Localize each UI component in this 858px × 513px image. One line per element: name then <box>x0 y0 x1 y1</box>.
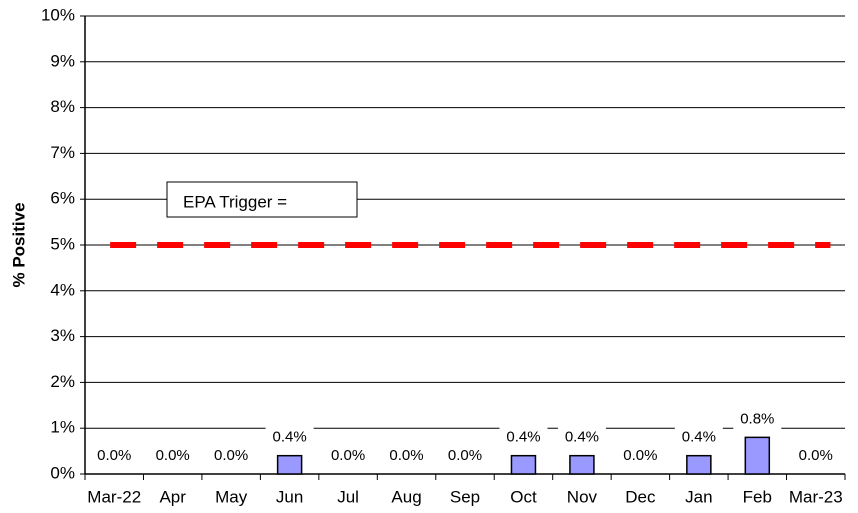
annotation: EPA Trigger = <box>183 192 287 211</box>
value-label-bg <box>441 445 489 467</box>
value-label-bg <box>265 426 314 449</box>
y-tick-label: 5% <box>50 234 75 253</box>
bar <box>569 454 595 475</box>
y-tick-label: 0% <box>50 463 75 482</box>
value-label-bg <box>148 445 197 467</box>
value-label: 0.0% <box>97 447 131 464</box>
x-tick-label: Apr <box>159 487 186 506</box>
value-label-bg <box>616 445 665 467</box>
x-tick-label: Jan <box>685 487 712 506</box>
x-tick-label: Feb <box>743 487 772 506</box>
value-label-bg <box>324 445 373 467</box>
value-label: 0.0% <box>156 447 190 464</box>
annotation-box <box>166 181 358 218</box>
value-label-bg <box>674 426 723 449</box>
value-label-bg <box>382 445 431 467</box>
x-tick-label: Sep <box>450 487 480 506</box>
x-tick-label: Aug <box>391 487 421 506</box>
value-label-bg <box>207 445 256 467</box>
y-axis-label: % Positive <box>9 202 28 287</box>
value-label-bg <box>733 408 782 431</box>
y-tick-label: 8% <box>50 97 75 116</box>
x-tick-label: Jun <box>276 487 303 506</box>
x-tick-label: Oct <box>510 487 537 506</box>
value-label-bg <box>90 445 139 467</box>
y-tick-label: 6% <box>50 189 75 208</box>
value-label: 0.0% <box>331 447 365 464</box>
x-tick-label: Dec <box>625 487 656 506</box>
y-tick-label: 1% <box>50 418 75 437</box>
x-tick-label: Jul <box>337 487 359 506</box>
y-tick-label: 9% <box>50 51 75 70</box>
value-label-bg <box>557 426 606 449</box>
y-tick-label: 3% <box>50 326 75 345</box>
y-tick-label: 10% <box>41 5 75 24</box>
value-label-bg <box>791 445 840 467</box>
value-label: 0.0% <box>799 447 833 464</box>
y-tick-label: 2% <box>50 372 75 391</box>
bar <box>276 454 303 475</box>
bar <box>510 454 537 475</box>
bar <box>686 454 712 475</box>
value-label: 0.4% <box>273 429 307 446</box>
value-label: 0.0% <box>623 447 657 464</box>
value-label: 0.4% <box>506 429 540 446</box>
x-tick-label: Mar-22 <box>87 487 141 506</box>
value-label: 0.4% <box>682 429 716 446</box>
value-label: 0.0% <box>448 447 482 464</box>
x-tick-label: May <box>215 487 248 506</box>
value-label: 0.4% <box>565 429 599 446</box>
x-tick-label: Nov <box>567 487 598 506</box>
value-label: 0.8% <box>740 410 774 427</box>
value-label-bg <box>499 426 548 449</box>
value-label: 0.0% <box>389 447 423 464</box>
bar <box>744 436 771 475</box>
value-label: 0.0% <box>214 447 248 464</box>
y-tick-label: 4% <box>50 280 75 299</box>
x-tick-label: Mar-23 <box>789 487 843 506</box>
y-tick-label: 7% <box>50 143 75 162</box>
